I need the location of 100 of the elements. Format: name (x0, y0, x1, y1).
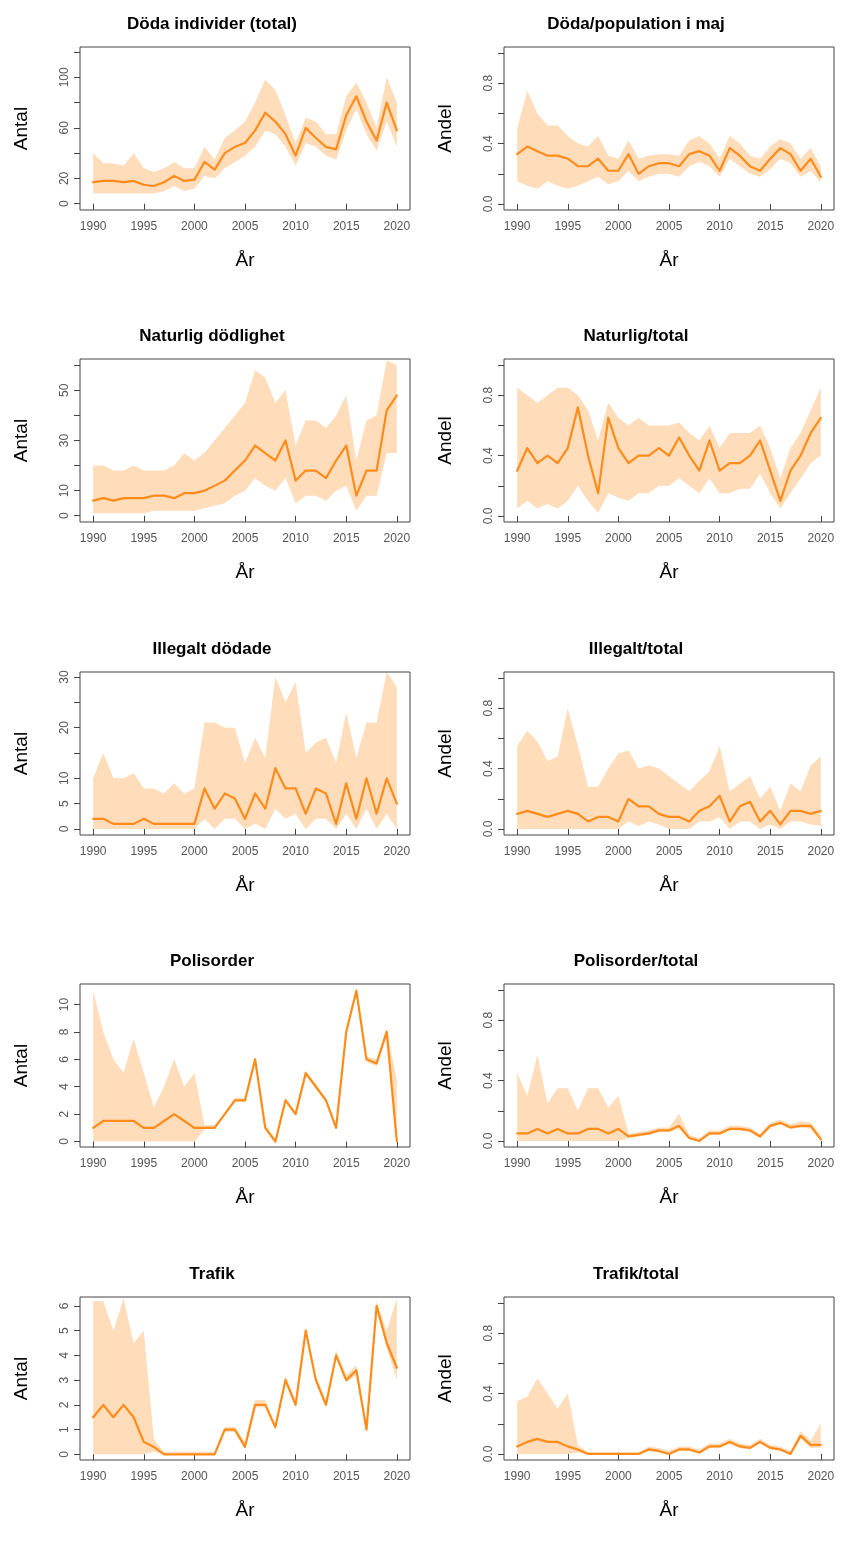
x-tick-label: 2005 (655, 1468, 683, 1483)
line-series (516, 1121, 822, 1143)
x-axis-title: År (235, 873, 256, 895)
x-tick-label: 1995 (130, 1156, 158, 1171)
y-tick-label: 2 (57, 1110, 71, 1118)
y-axis-title: Andel (434, 416, 455, 466)
chart-title: Illegalt dödade (152, 638, 272, 658)
chart-title: Trafik/total (593, 1263, 679, 1283)
x-tick-label: 2020 (383, 843, 411, 858)
y-axis-title: Andel (434, 1353, 455, 1403)
x-tick-label: 2020 (807, 1468, 835, 1483)
x-tick-label: 1995 (130, 219, 158, 233)
x-tick-label: 2015 (332, 843, 360, 858)
y-tick-label: 10 (57, 484, 71, 498)
x-tick-label: 2010 (706, 1156, 734, 1171)
x-axis-title: År (235, 1498, 256, 1520)
x-tick-label: 2010 (706, 531, 734, 546)
chart-title: Illegalt/total (588, 638, 684, 658)
y-tick-label: 6 (57, 1301, 71, 1309)
x-tick-label: 1995 (554, 1156, 582, 1171)
x-axis-title: År (659, 561, 680, 583)
chart-title: Polisorder (169, 951, 255, 971)
y-tick-label: 5 (57, 1326, 71, 1334)
chart-title: Döda individer (total) (127, 14, 297, 33)
x-axis-title: År (659, 873, 680, 895)
x-tick-label: 2005 (655, 531, 683, 546)
y-tick-label: 0.8 (481, 386, 495, 404)
x-tick-label: 2015 (756, 1156, 784, 1171)
y-tick-label: 0.4 (481, 1384, 495, 1402)
x-tick-label: 2000 (605, 531, 633, 546)
x-tick-label: 2000 (605, 1156, 633, 1171)
x-tick-label: 2020 (383, 1468, 411, 1483)
x-tick-label: 2020 (807, 1156, 835, 1171)
x-tick-label: 2010 (706, 1468, 734, 1483)
x-tick-label: 2010 (282, 219, 310, 233)
x-tick-label: 2020 (807, 843, 835, 858)
x-tick-label: 1995 (554, 1468, 582, 1483)
line-series (516, 145, 822, 178)
y-tick-label: 0.4 (481, 1072, 495, 1090)
x-tick-label: 1990 (79, 531, 107, 546)
x-tick-label: 2020 (807, 219, 835, 233)
y-axis-title: Antal (10, 1356, 31, 1400)
x-tick-label: 2010 (706, 843, 734, 858)
y-tick-label: 2 (57, 1400, 71, 1408)
y-tick-label: 0.0 (481, 507, 495, 525)
x-tick-label: 2015 (332, 531, 360, 546)
x-tick-label: 2015 (756, 843, 784, 858)
y-tick-label: 8 (57, 1028, 71, 1036)
x-tick-label: 2000 (605, 843, 633, 858)
chart-title: Naturlig/total (583, 326, 689, 346)
x-tick-label: 2005 (655, 843, 683, 858)
y-axis-title: Antal (10, 731, 31, 775)
x-tick-label: 2005 (231, 219, 259, 233)
x-tick-label: 2015 (332, 1156, 360, 1171)
x-tick-label: 2005 (231, 843, 259, 858)
y-tick-label: 6 (57, 1055, 71, 1063)
y-axis-title: Antal (10, 419, 31, 463)
line-series (516, 406, 822, 503)
x-tick-label: 2000 (605, 1468, 633, 1483)
x-tick-label: 1990 (503, 843, 531, 858)
y-tick-label: 0 (57, 825, 71, 833)
x-tick-label: 2010 (282, 843, 310, 858)
x-tick-label: 2010 (282, 1156, 310, 1171)
x-tick-label: 2020 (383, 1156, 411, 1171)
y-tick-label: 30 (57, 669, 71, 684)
x-tick-label: 2020 (383, 219, 411, 233)
line-series (516, 794, 822, 826)
x-axis-title: År (659, 1498, 680, 1520)
y-tick-label: 100 (57, 66, 71, 88)
x-axis-title: År (235, 249, 256, 270)
line-series (92, 394, 398, 503)
y-tick-label: 0.4 (481, 134, 495, 152)
y-tick-label: 0.4 (481, 759, 495, 777)
y-axis-title: Andel (434, 728, 455, 778)
x-tick-label: 2015 (756, 1468, 784, 1483)
y-tick-label: 0.8 (481, 74, 495, 92)
x-tick-label: 2010 (282, 531, 310, 546)
y-tick-label: 50 (57, 383, 71, 398)
x-tick-label: 2000 (181, 219, 209, 233)
y-tick-label: 0.0 (481, 195, 495, 213)
y-tick-label: 0 (57, 1138, 71, 1146)
x-tick-label: 1995 (554, 531, 582, 546)
y-tick-label: 20 (57, 171, 71, 186)
x-axis-title: År (659, 249, 680, 270)
x-tick-label: 2015 (332, 219, 360, 233)
x-tick-label: 2000 (181, 843, 209, 858)
y-tick-label: 0.0 (481, 1444, 495, 1462)
y-tick-label: 0 (57, 512, 71, 520)
y-tick-label: 5 (57, 799, 71, 807)
x-tick-label: 2015 (756, 531, 784, 546)
x-tick-label: 2000 (181, 1156, 209, 1171)
y-tick-label: 3 (57, 1376, 71, 1384)
x-tick-label: 1990 (503, 1468, 531, 1483)
y-tick-label: 1 (57, 1425, 71, 1433)
x-tick-label: 2005 (655, 219, 683, 233)
x-tick-label: 2010 (706, 219, 734, 233)
y-tick-label: 10 (57, 771, 71, 785)
x-tick-label: 1995 (554, 843, 582, 858)
x-tick-label: 1995 (130, 843, 158, 858)
x-tick-label: 1990 (503, 219, 531, 233)
